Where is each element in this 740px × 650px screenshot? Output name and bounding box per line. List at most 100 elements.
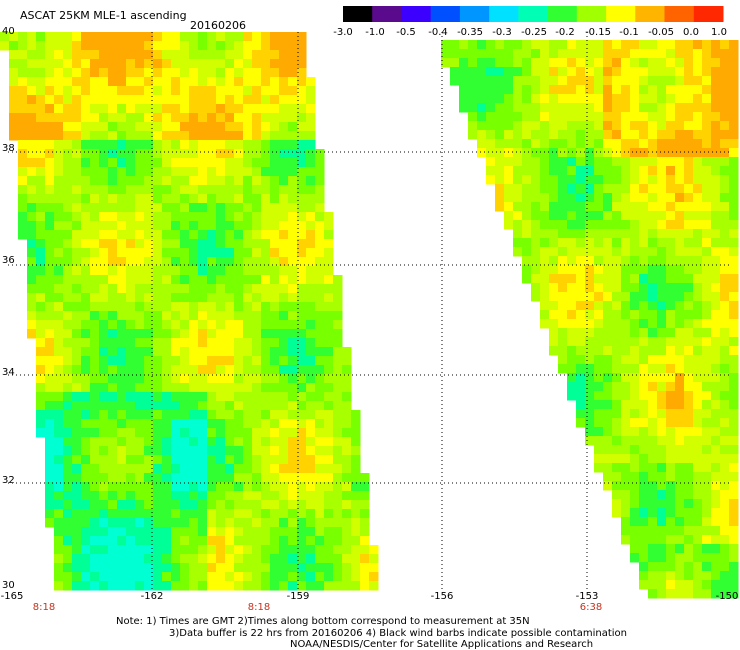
swath-cell [261, 374, 271, 384]
swath-cell [639, 571, 649, 581]
swath-cell [153, 410, 163, 420]
swath-cell [711, 238, 721, 248]
swath-cell [117, 518, 127, 528]
swath-cell [576, 40, 586, 50]
swath-cell [198, 437, 208, 447]
swath-cell [630, 130, 640, 140]
swath-cell [621, 202, 631, 212]
swath-cell [450, 40, 460, 50]
swath-cell [675, 553, 685, 563]
swath-cell [585, 229, 595, 239]
swath-cell [324, 563, 334, 573]
swath-cell [180, 239, 190, 249]
swath-cell [585, 211, 595, 221]
swath-cell [117, 392, 127, 402]
swath-cell [279, 401, 289, 411]
swath-cell [252, 266, 262, 276]
swath-cell [99, 356, 109, 366]
swath-cell [207, 212, 217, 222]
swath-cell [117, 59, 127, 69]
swath-cell [621, 301, 631, 311]
swath-cell [657, 418, 667, 428]
swath-cell [621, 247, 631, 257]
swath-cell [108, 365, 118, 375]
swath-cell [162, 356, 172, 366]
swath-cell [288, 275, 298, 285]
swath-cell [63, 131, 73, 141]
swath-cell [495, 175, 505, 185]
lat-label: 36 [2, 255, 15, 266]
swath-cell [684, 49, 694, 59]
swath-cell [243, 455, 253, 465]
swath-cell [225, 158, 235, 168]
swath-cell [360, 536, 370, 546]
swath-cell [261, 347, 271, 357]
swath-cell [207, 158, 217, 168]
swath-cell [630, 382, 640, 392]
swath-cell [648, 454, 658, 464]
swath-cell [693, 508, 703, 518]
swath-cell [198, 275, 208, 285]
swath-cell [324, 266, 334, 276]
swath-cell [306, 239, 316, 249]
swath-cell [306, 284, 316, 294]
swath-cell [594, 202, 604, 212]
swath-cell [513, 175, 523, 185]
swath-cell [675, 40, 685, 50]
swath-cell [180, 455, 190, 465]
swath-cell [549, 184, 559, 194]
swath-cell [261, 392, 271, 402]
swath-cell [81, 410, 91, 420]
swath-cell [621, 265, 631, 275]
swath-cell [540, 319, 550, 329]
swath-cell [612, 472, 622, 482]
swath-cell [108, 167, 118, 177]
swath-cell [720, 310, 730, 320]
swath-cell [468, 103, 478, 113]
swath-cell [243, 50, 253, 60]
swath-cell [684, 265, 694, 275]
swath-cell [234, 527, 244, 537]
swath-cell [90, 401, 100, 411]
swath-cell [279, 104, 289, 114]
swath-cell [18, 86, 28, 96]
swath-cell [333, 293, 343, 303]
swath-cell [729, 220, 739, 230]
swath-cell [333, 572, 343, 582]
swath-cell [639, 319, 649, 329]
swath-cell [729, 319, 739, 329]
swath-cell [54, 41, 64, 51]
swath-cell [675, 319, 685, 329]
swath-cell [234, 428, 244, 438]
swath-cell [567, 157, 577, 167]
swath-cell [234, 491, 244, 501]
swath-time-label: 8:18 [247, 602, 271, 613]
swath-cell [630, 409, 640, 419]
swath-cell [18, 68, 28, 78]
swath-cell [225, 59, 235, 69]
swath-cell [513, 49, 523, 59]
swath-cell [90, 104, 100, 114]
swath-cell [135, 194, 145, 204]
swath-cell [45, 104, 55, 114]
swath-cell [243, 464, 253, 474]
swath-cell [144, 320, 154, 330]
swath-cell [288, 572, 298, 582]
swath-cell [729, 175, 739, 185]
swath-cell [630, 148, 640, 158]
swath-cell [144, 113, 154, 123]
swath-cell [702, 553, 712, 563]
swath-cell [648, 355, 658, 365]
swath-cell [54, 464, 64, 474]
swath-cell [117, 428, 127, 438]
swath-cell [144, 527, 154, 537]
swath-cell [648, 256, 658, 266]
swath-cell [189, 419, 199, 429]
swath-cell [495, 49, 505, 59]
swath-cell [630, 400, 640, 410]
swath-cell [225, 311, 235, 321]
swath-cell [270, 527, 280, 537]
swath-cell [144, 545, 154, 555]
swath-cell [144, 428, 154, 438]
swath-cell [18, 59, 28, 69]
